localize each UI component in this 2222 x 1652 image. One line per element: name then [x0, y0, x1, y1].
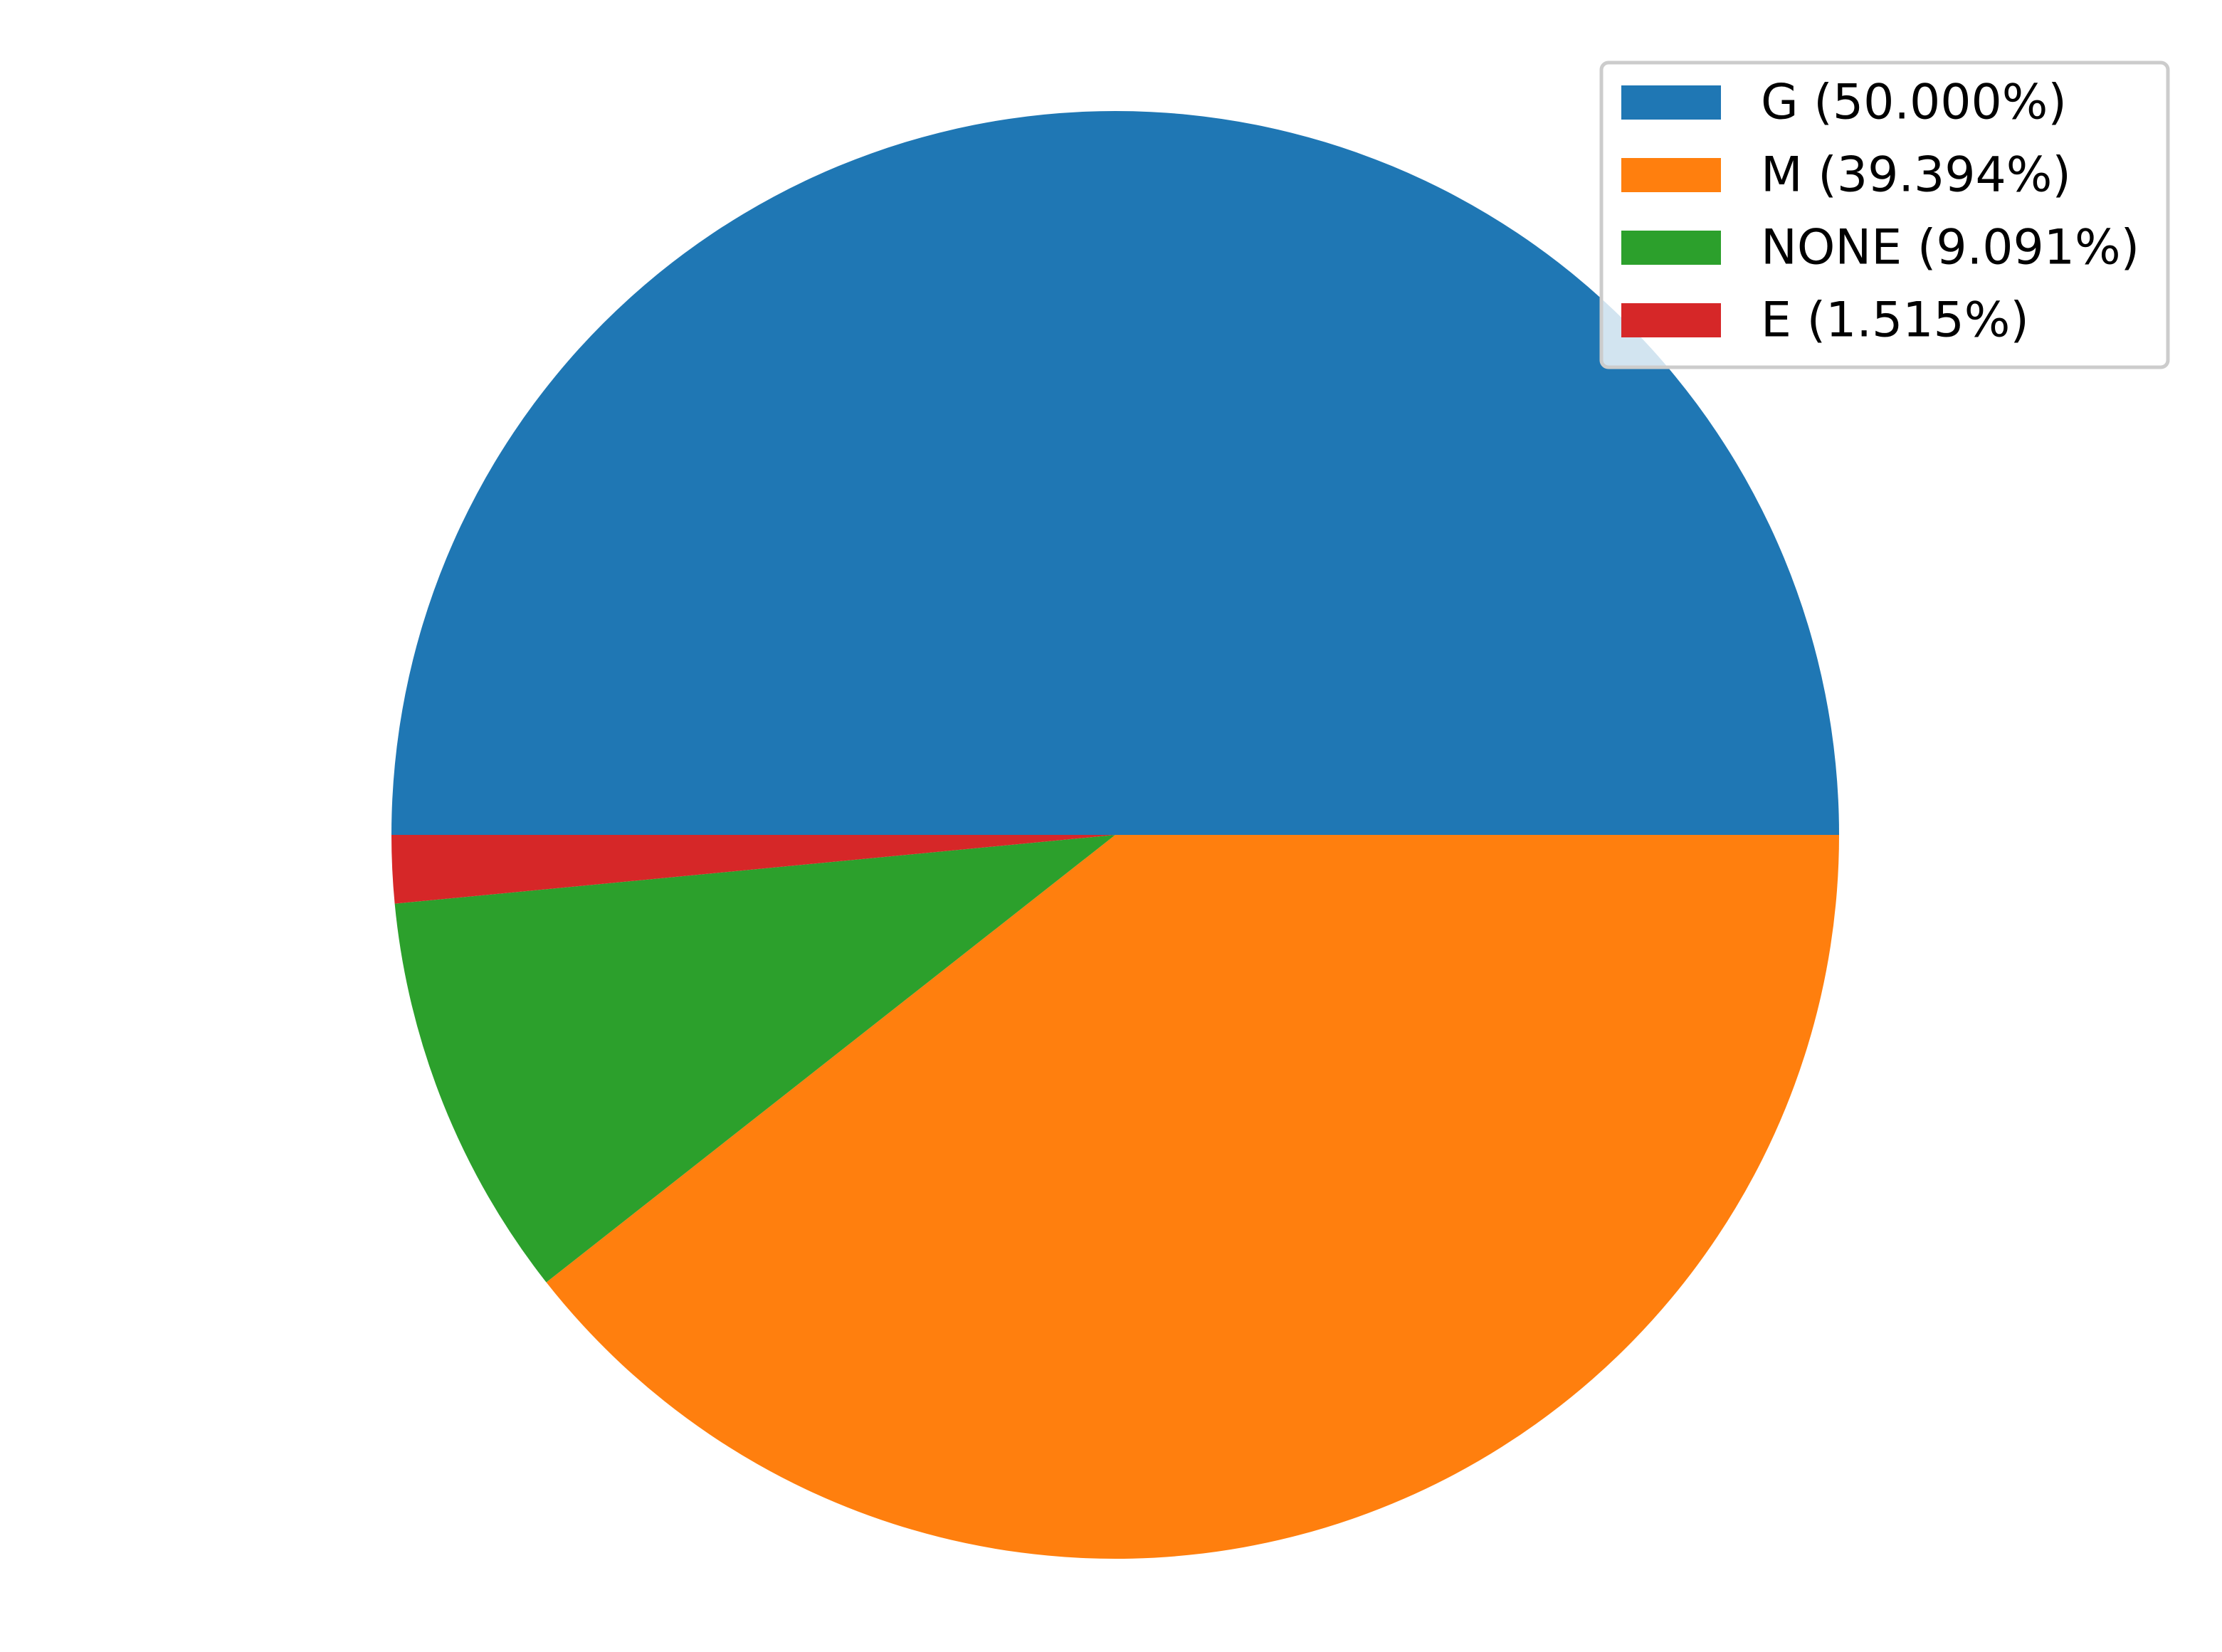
pie-slices — [391, 111, 1840, 1559]
legend-swatch-m — [1621, 158, 1721, 192]
pie-slice-m — [546, 835, 1840, 1559]
legend-swatch-e — [1621, 303, 1721, 337]
legend-label-e: E (1.515%) — [1761, 293, 2029, 349]
legend: G (50.000%) M (39.394%) NONE (9.091%) E … — [1599, 60, 2170, 369]
pie-slice-e — [391, 835, 1115, 904]
legend-swatch-g — [1621, 85, 1721, 120]
legend-label-m: M (39.394%) — [1761, 147, 2071, 204]
pie-slice-g — [391, 111, 1839, 835]
legend-swatch-none — [1621, 231, 1721, 265]
legend-label-g: G (50.000%) — [1761, 75, 2067, 131]
pie-slice-none — [394, 835, 1115, 1283]
legend-label-none: NONE (9.091%) — [1761, 220, 2139, 276]
legend-frame — [1599, 60, 2170, 369]
